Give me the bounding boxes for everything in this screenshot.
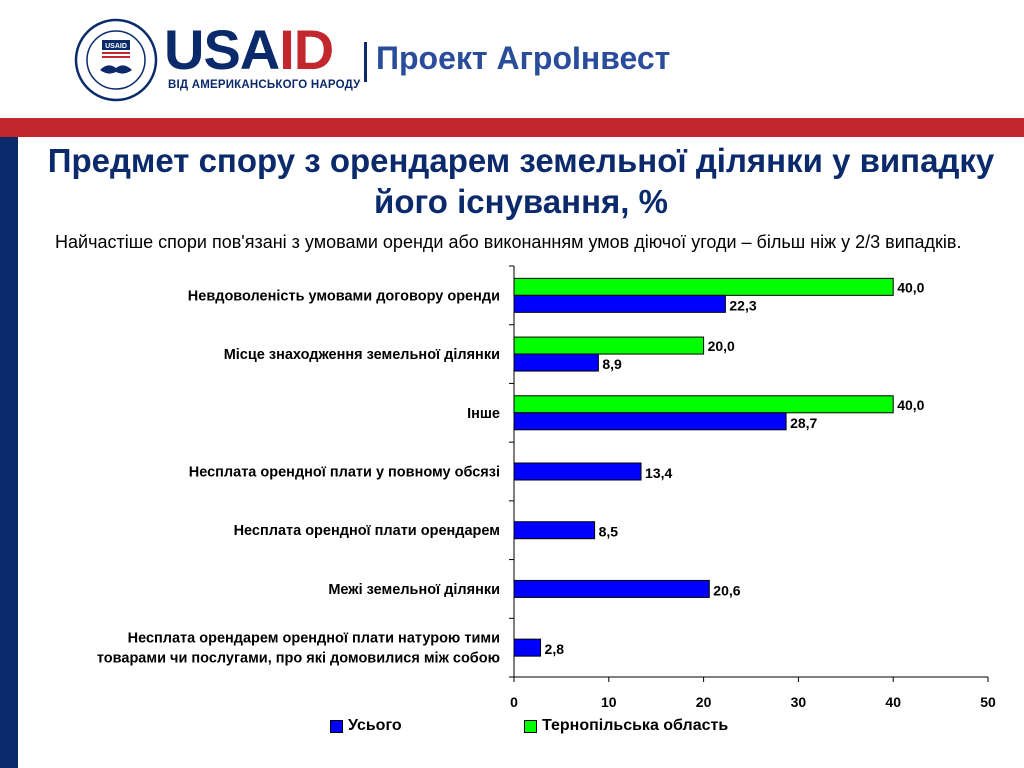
category-label: Невдоволеність умовами договору оренди [188,288,500,304]
legend-item-region: Тернопільська область [524,717,728,735]
data-label-region: 40,0 [897,279,924,295]
category-label: товарами чи послугами, про які домовилис… [97,651,500,667]
bar-region [513,277,894,296]
data-label-total: 22,3 [729,297,756,313]
bar-total [513,579,710,598]
data-label-total: 20,6 [713,582,740,598]
usaid-logo-subtitle: ВІД АМЕРИКАНСЬКОГО НАРОДУ [168,79,361,91]
chart-legend: Усього Тернопільська область [0,717,1024,739]
usaid-seal-logo: USAID [74,18,158,102]
x-tick-label: 50 [980,694,996,710]
category-label: Несплата орендарем орендної плати натуро… [128,631,500,647]
bar-total [513,521,596,540]
data-label-total: 28,7 [790,415,817,431]
project-name: Проект АгроІнвест [376,40,671,76]
bar-region [513,395,894,414]
data-label-total: 2,8 [545,641,565,657]
bar-region [513,336,705,355]
usaid-logo-word: USAID [164,18,334,81]
category-label: Інше [467,406,500,422]
category-label: Несплата орендної плати орендарем [234,523,500,539]
category-label: Несплата орендної плати у повному обсязі [189,465,500,481]
header-divider [364,42,367,82]
legend-label-total: Усього [348,717,402,734]
slide-subtitle: Найчастіше спори пов'язані з умовами оре… [55,232,962,252]
bar-total [513,412,787,431]
x-tick-label: 30 [791,694,807,710]
x-tick-label: 10 [601,694,617,710]
x-tick-label: 40 [885,694,901,710]
data-label-region: 40,0 [897,397,924,413]
bar-total [513,462,642,481]
data-label-region: 20,0 [708,338,735,354]
data-label-total: 8,9 [602,356,622,372]
bar-total [513,638,542,657]
data-label-total: 8,5 [599,524,619,540]
slide-title: Предмет спору з орендарем земельної діля… [47,142,995,220]
legend-label-region: Тернопільська область [542,717,729,734]
x-tick-label: 20 [696,694,712,710]
category-label: Межі земельної ділянки [328,582,500,598]
header: USAID USAID ВІД АМЕРИКАНСЬКОГО НАРОДУ Пр… [0,0,1024,118]
legend-swatch-total [330,719,343,733]
x-tick-label: 0 [510,694,518,710]
data-label-total: 13,4 [645,465,672,481]
bar-total [513,294,726,313]
legend-swatch-region [524,719,537,733]
bar-total [513,353,599,372]
legend-item-total: Усього [330,717,402,735]
seal-inner-text: USAID [105,43,127,50]
category-label: Місце знаходження земельної ділянки [224,347,500,363]
header-red-band [0,118,1024,137]
left-accent-bar [0,137,18,768]
